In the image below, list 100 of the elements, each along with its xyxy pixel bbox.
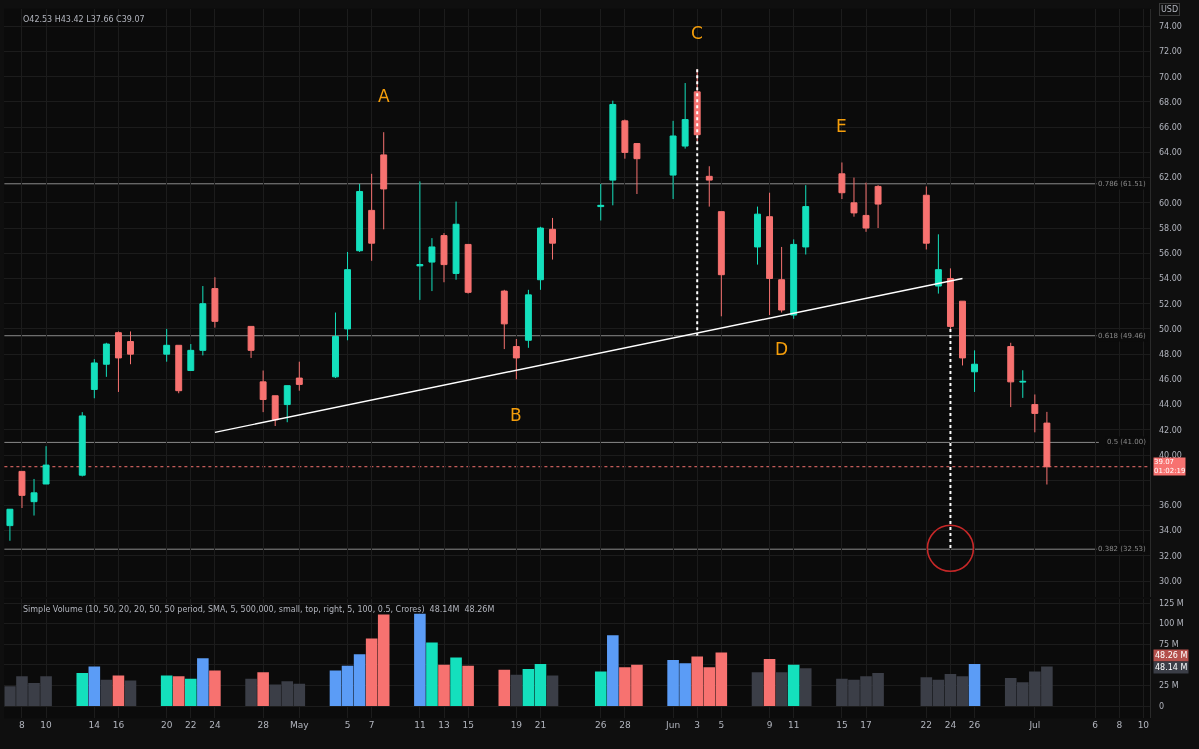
candlestick: [18, 470, 26, 509]
bar: [751, 672, 764, 707]
y-tick-label: 75 M: [1158, 640, 1179, 650]
y-tick-label: 42.00: [1158, 425, 1182, 435]
candlestick: [114, 330, 122, 393]
x-tick-label: 26: [968, 720, 981, 731]
x-tick-label: 28: [257, 720, 270, 731]
bar: [160, 675, 173, 707]
y-tick-label: 52.00: [1158, 299, 1182, 309]
candlestick: [356, 183, 364, 253]
candlestick: [669, 120, 677, 200]
x-tick-label: 22: [920, 720, 933, 731]
candlestick: [428, 237, 436, 292]
y-tick-label: 50.00: [1158, 324, 1182, 334]
candlestick: [380, 131, 388, 230]
y-tick-label: 68.00: [1158, 97, 1182, 107]
candlestick: [754, 206, 761, 266]
candlestick: [681, 82, 689, 150]
y-tick-label: 44.00: [1158, 400, 1182, 410]
candlestick: [1031, 393, 1039, 433]
x-tick-label: 17: [860, 720, 872, 731]
x-tick-label: 10: [40, 720, 53, 731]
candlestick: [332, 312, 339, 379]
x-tick-label: 11: [414, 720, 426, 731]
bar: [450, 657, 462, 707]
candlestick: [971, 349, 978, 393]
bar: [88, 666, 101, 707]
candlestick: [549, 217, 556, 261]
x-tick-label: 10: [1137, 720, 1150, 731]
bar: [438, 664, 450, 707]
x-tick-label: 6: [1092, 720, 1099, 731]
bar: [209, 670, 221, 707]
x-tick-label: 13: [438, 720, 450, 731]
candlestick: [609, 100, 617, 206]
candlestick: [524, 289, 532, 349]
candlestick: [6, 508, 14, 542]
annotation: C: [691, 23, 703, 43]
candlestick: [259, 370, 267, 413]
y-tick-label: 34.00: [1158, 526, 1182, 536]
y-tick-label: 48.00: [1158, 349, 1182, 359]
text: O42.53 H43.42 L37.66 C39.07: [23, 15, 145, 24]
candlestick: [500, 289, 508, 350]
x-tick-label: 16: [112, 720, 125, 731]
x-tick-label: 5: [344, 720, 351, 731]
x-tick-label: 7: [368, 720, 375, 731]
x-tick-label: 8: [19, 720, 26, 731]
candlestick: [802, 184, 810, 256]
candlestick: [416, 180, 424, 301]
candlestick: [440, 232, 448, 283]
candlestick: [368, 173, 376, 262]
x-tick-label: 28: [619, 720, 631, 731]
bar: [257, 672, 269, 707]
bar: [607, 635, 619, 707]
bar: [185, 678, 197, 707]
bar: [124, 680, 137, 707]
x-tick-label: 11: [787, 720, 800, 731]
candlestick: [163, 328, 171, 363]
candlestick: [187, 343, 195, 372]
x-tick-label: May: [290, 720, 310, 731]
bar: [775, 672, 788, 707]
bar: [594, 671, 607, 707]
candlestick: [790, 238, 798, 320]
x-tick-label: 24: [944, 720, 957, 731]
candlestick: [850, 177, 858, 218]
candlestick: [295, 361, 303, 392]
candlestick: [838, 161, 846, 200]
candlestick: [211, 276, 219, 329]
x-tick-label: 9: [766, 720, 773, 731]
bar: [197, 658, 209, 707]
annotation: B: [510, 405, 522, 425]
candlestick: [512, 338, 520, 380]
candlestick: [30, 478, 38, 517]
x-tick-label: Jun: [665, 720, 681, 731]
x-tick-label: 5: [718, 720, 725, 731]
bar: [462, 665, 474, 707]
bar: [510, 674, 523, 707]
candlestick: [537, 226, 544, 291]
candlestick: [922, 185, 930, 250]
bar: [787, 664, 800, 707]
bar: [546, 675, 559, 707]
bar: [76, 673, 89, 707]
annotation: D: [775, 339, 789, 359]
bar: [245, 678, 257, 707]
candlestick: [271, 395, 279, 427]
candlestick: [90, 358, 98, 399]
x-tick-label: 20: [160, 720, 173, 731]
y-tick-label: 100 M: [1158, 619, 1184, 629]
text: 48.26 M: [1155, 651, 1188, 660]
y-tick-label: 64.00: [1158, 148, 1182, 158]
y-tick-label: 72.00: [1158, 47, 1182, 57]
y-tick-label: 74.00: [1158, 22, 1182, 32]
x-tick-label: 8: [1116, 720, 1123, 731]
annotation: E: [836, 116, 847, 136]
y-tick-label: 32.00: [1158, 551, 1182, 561]
candlestick: [959, 300, 966, 366]
candlestick: [102, 342, 110, 378]
y-tick-label: 36.00: [1158, 501, 1182, 511]
candlestick: [766, 192, 774, 316]
y-tick-label: 30.00: [1158, 576, 1182, 586]
bar: [498, 669, 511, 707]
